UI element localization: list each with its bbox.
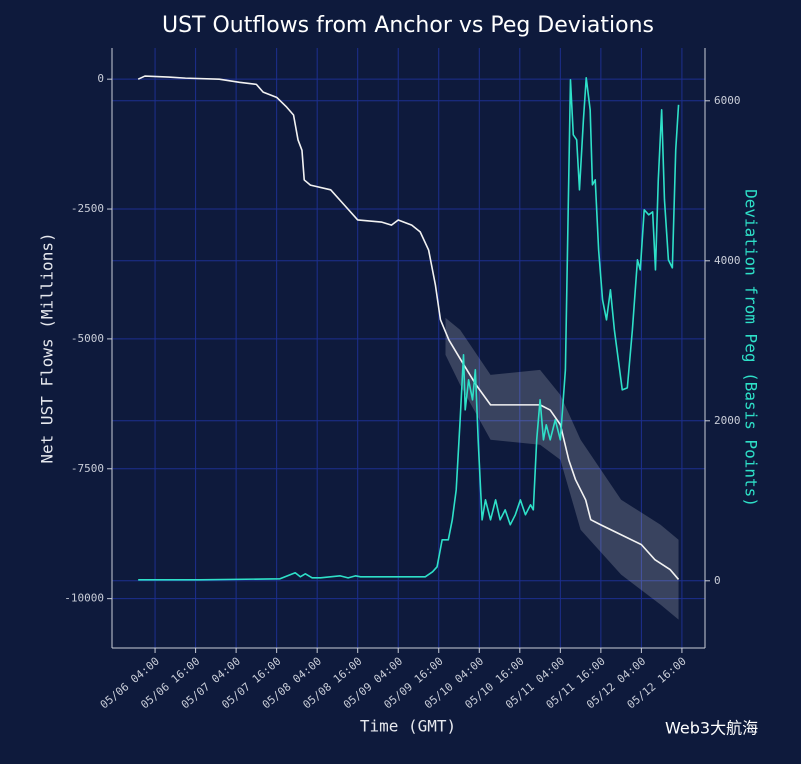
y-tick-label: -10000 (64, 592, 104, 605)
y-axis-label: Net UST Flows (Millions) (38, 232, 57, 463)
y2-tick-label: 2000 (714, 414, 741, 427)
y2-tick-label: 0 (714, 574, 721, 587)
y-tick-label: 0 (97, 72, 104, 85)
line (138, 77, 680, 581)
chart-title: UST Outflows from Anchor vs Peg Deviatio… (162, 13, 654, 38)
y-tick-label: -5000 (71, 332, 104, 345)
y2-axis-label: Deviation from Peg (Basis Points) (742, 189, 761, 507)
y-tick-label: -7500 (71, 462, 104, 475)
x-axis-label: Time (GMT) (360, 717, 456, 736)
y2-tick-label: 4000 (714, 254, 741, 267)
y2-tick-label: 6000 (714, 94, 741, 107)
line (137, 75, 680, 580)
confidence-band (445, 317, 679, 620)
y-tick-label: -2500 (71, 202, 104, 215)
watermark: Web3大航海 (665, 719, 758, 738)
